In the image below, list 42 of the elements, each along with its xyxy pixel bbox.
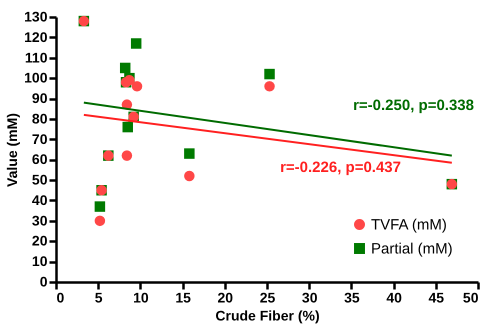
x-tick-label: 35: [344, 290, 360, 306]
y-tick-label: 70: [32, 130, 48, 147]
x-axis-title: Crude Fiber (%): [215, 308, 320, 324]
legend-label: Partial (mM): [371, 240, 453, 258]
annotation: r=-0.226, p=0.437: [280, 159, 401, 176]
point: [130, 38, 142, 49]
point: [94, 201, 106, 212]
point: [264, 81, 275, 92]
y-tick-label: 60: [32, 151, 48, 168]
y-tick-label: 0: [40, 274, 48, 290]
y-axis-title: Value (mM): [4, 113, 20, 187]
x-tick-label: 50: [462, 290, 479, 306]
x-tick-label: 10: [133, 290, 149, 306]
point: [122, 150, 132, 161]
x-tick-label: 25: [260, 290, 276, 306]
y-tick-label: 90: [32, 90, 48, 106]
y-tick-label: 130: [24, 8, 48, 24]
point: [132, 81, 142, 92]
x-tick-label: 40: [386, 290, 402, 306]
point: [94, 216, 106, 226]
y-tick-label: 100: [24, 70, 48, 86]
x-tick-label: 45: [428, 290, 444, 306]
x-tick-label: 30: [302, 290, 318, 306]
point: [120, 62, 130, 74]
point: [264, 68, 275, 80]
x-tick-label: 0: [56, 290, 64, 306]
y-tick-label: 110: [24, 49, 48, 66]
y-tick-label: 120: [24, 28, 48, 45]
y-tick-label: 30: [32, 212, 48, 228]
x-tick-label: 5: [94, 290, 103, 306]
point: [184, 148, 195, 159]
x-tick-label: 15: [175, 290, 192, 306]
y-tick-label: 40: [32, 192, 48, 208]
x-tick-label: 20: [218, 290, 234, 306]
y-tick-label: 20: [32, 232, 48, 249]
legend-label: TVFA (mM): [371, 216, 447, 234]
y-tick-label: 10: [32, 253, 48, 270]
point: [184, 170, 195, 182]
annotation: r=-0.250, p=0.338: [353, 97, 474, 114]
y-tick-label: 50: [32, 172, 48, 188]
y-tick-label: 80: [32, 110, 48, 126]
point: [122, 122, 133, 132]
